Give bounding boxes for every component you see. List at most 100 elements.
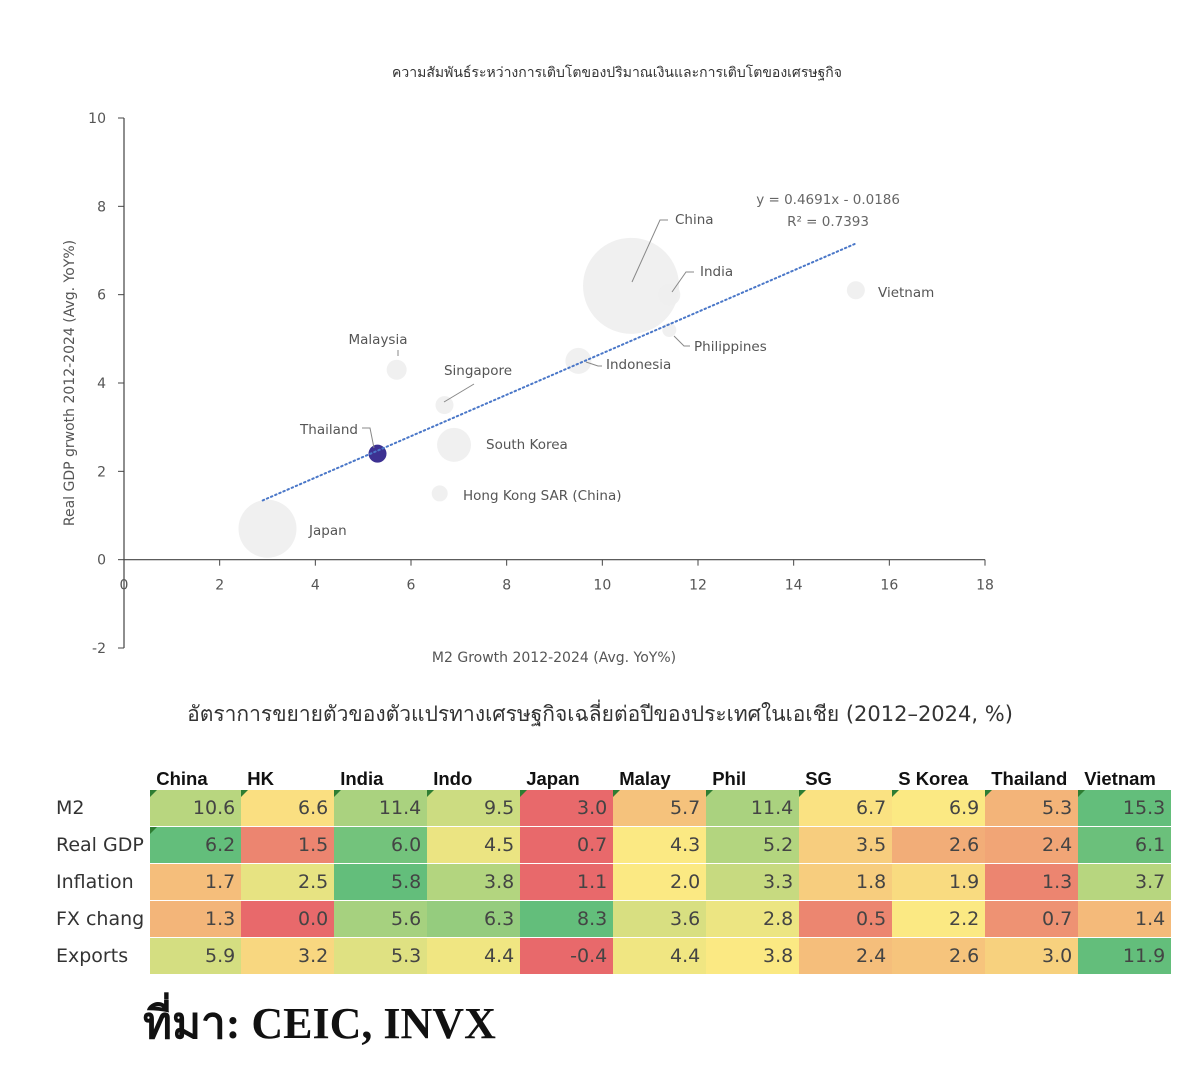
cell-value: 6.3	[484, 908, 515, 930]
column-header: HK	[247, 768, 274, 789]
data-point-vietnam	[846, 281, 865, 300]
cell-value: 3.3	[763, 871, 794, 893]
cell-value: 2.6	[949, 945, 980, 967]
y-tick-label: 0	[97, 553, 106, 569]
cell-value: 5.9	[205, 945, 236, 967]
trendline-equation: y = 0.4691x - 0.0186	[756, 192, 900, 208]
data-cell: 5.9	[150, 937, 242, 975]
cell-value: 1.3	[1042, 871, 1073, 893]
data-cell: 10.6	[150, 790, 242, 827]
y-tick-label: 8	[97, 199, 106, 215]
column-header: Thailand	[991, 768, 1068, 789]
data-cell: 0.0	[241, 900, 335, 938]
data-cell: 2.2	[892, 900, 986, 938]
cell-flag-marker	[150, 827, 158, 834]
table-row: Exports 5.9 3.2 5.3 4.4 -0.4 4.4 3.8 2.4 2.6 3.0 11…	[52, 937, 1172, 975]
point-label-japan: Japan	[308, 523, 347, 539]
data-cell: 1.3	[150, 900, 242, 938]
cell-value: 1.8	[856, 871, 887, 893]
data-cell: 11.4	[334, 790, 428, 827]
data-point-japan	[238, 499, 297, 558]
data-cell: 4.4	[613, 937, 707, 975]
data-cell: 4.5	[427, 826, 521, 864]
cell-value: 0.0	[298, 908, 329, 930]
data-cell: 3.2	[241, 937, 335, 975]
source-note: ที่มา: CEIC, INVX	[143, 999, 496, 1048]
cell-value: 8.3	[577, 908, 608, 930]
leader-line-india	[671, 271, 694, 293]
cell-value: 4.4	[484, 945, 515, 967]
data-cell: 6.1	[1078, 826, 1172, 864]
cell-value: 6.1	[1135, 834, 1166, 856]
cell-value: 1.5	[298, 834, 329, 856]
cell-flag-marker	[892, 790, 900, 797]
data-cell: 6.2	[150, 826, 242, 864]
data-cell: 2.8	[706, 900, 800, 938]
cell-value: 2.5	[298, 871, 329, 893]
y-axis-title: Real GDP grwoth 2012-2024 (Avg. YoY%)	[62, 240, 78, 526]
cell-value: 1.3	[205, 908, 236, 930]
y-tick-label: 2	[97, 464, 106, 480]
data-cell: 3.8	[706, 937, 800, 975]
data-cell: 3.3	[706, 863, 800, 901]
data-cell: 5.7	[613, 790, 707, 827]
data-cell: 0.7	[520, 826, 614, 864]
column-header: Indo	[433, 768, 473, 789]
cell-flag-marker	[334, 790, 342, 797]
point-label-malaysia: Malaysia	[349, 332, 408, 348]
table-header-row: China HK India Indo Japan Malay Phil SG S Korea T…	[52, 760, 1171, 790]
data-cell: 6.3	[427, 900, 521, 938]
cell-flag-marker	[520, 790, 528, 797]
y-tick-label: -2	[92, 641, 106, 657]
cell-flag-marker	[799, 790, 807, 797]
data-cell: 2.0	[613, 863, 707, 901]
cell-value: 5.3	[1042, 797, 1073, 819]
data-cell: 15.3	[1078, 790, 1172, 827]
data-cell: -0.4	[520, 937, 614, 975]
cell-value: 5.7	[670, 797, 701, 819]
data-point-malaysia	[386, 359, 407, 380]
cell-value: 2.2	[949, 908, 980, 930]
cell-value: 6.9	[949, 797, 980, 819]
point-label-india: India	[700, 264, 733, 280]
x-tick-label: 12	[689, 578, 707, 594]
trendline-r-squared: R² = 0.7393	[787, 214, 869, 230]
leader-line-thailand	[362, 427, 375, 449]
cell-value: 0.7	[577, 834, 608, 856]
cell-value: -0.4	[570, 945, 608, 967]
cell-value: 11.4	[750, 797, 794, 819]
cell-value: 5.8	[391, 871, 422, 893]
table-row: FX chang 1.3 0.0 5.6 6.3 8.3 3.6 2.8 0.5 2.2 0.7 1.…	[52, 900, 1172, 938]
cell-value: 2.6	[949, 834, 980, 856]
data-cell: 5.8	[334, 863, 428, 901]
cell-value: 6.7	[856, 797, 887, 819]
column-header: S Korea	[898, 768, 969, 789]
data-point-south-korea	[437, 427, 472, 462]
data-cell: 0.5	[799, 900, 893, 938]
cell-value: 1.4	[1135, 908, 1166, 930]
column-header: SG	[805, 768, 832, 789]
point-label-vietnam: Vietnam	[878, 285, 934, 301]
data-point-china	[583, 237, 680, 334]
chart-title: ความสัมพันธ์ระหว่างการเติบโตของปริมาณเงิ…	[392, 64, 842, 81]
data-point-indonesia	[565, 347, 592, 374]
cell-value: 2.0	[670, 871, 701, 893]
cell-value: 0.5	[856, 908, 887, 930]
leader-line-indonesia	[585, 361, 602, 367]
column-header: Japan	[526, 768, 580, 789]
row-label: FX chang	[52, 900, 151, 938]
cell-value: 3.8	[763, 945, 794, 967]
cell-value: 0.7	[1042, 908, 1073, 930]
cell-value: 6.0	[391, 834, 422, 856]
cell-value: 5.2	[763, 834, 794, 856]
data-cell: 6.0	[334, 826, 428, 864]
cell-value: 11.4	[378, 797, 422, 819]
x-tick-label: 0	[120, 578, 129, 594]
table-row: Inflation 1.7 2.5 5.8 3.8 1.1 2.0 3.3 1.8 1.9 1.3 3…	[52, 863, 1172, 901]
y-tick-label: 4	[97, 376, 106, 392]
table-row: M2 10.6 6.6 11.4 9.5 3.0 5.7 11.4 6.7 6.9 5.3 15.3	[52, 790, 1172, 827]
row-label: Inflation	[52, 863, 151, 901]
data-cell: 0.7	[985, 900, 1079, 938]
cell-value: 9.5	[484, 797, 515, 819]
y-tick-label: 6	[97, 288, 106, 304]
